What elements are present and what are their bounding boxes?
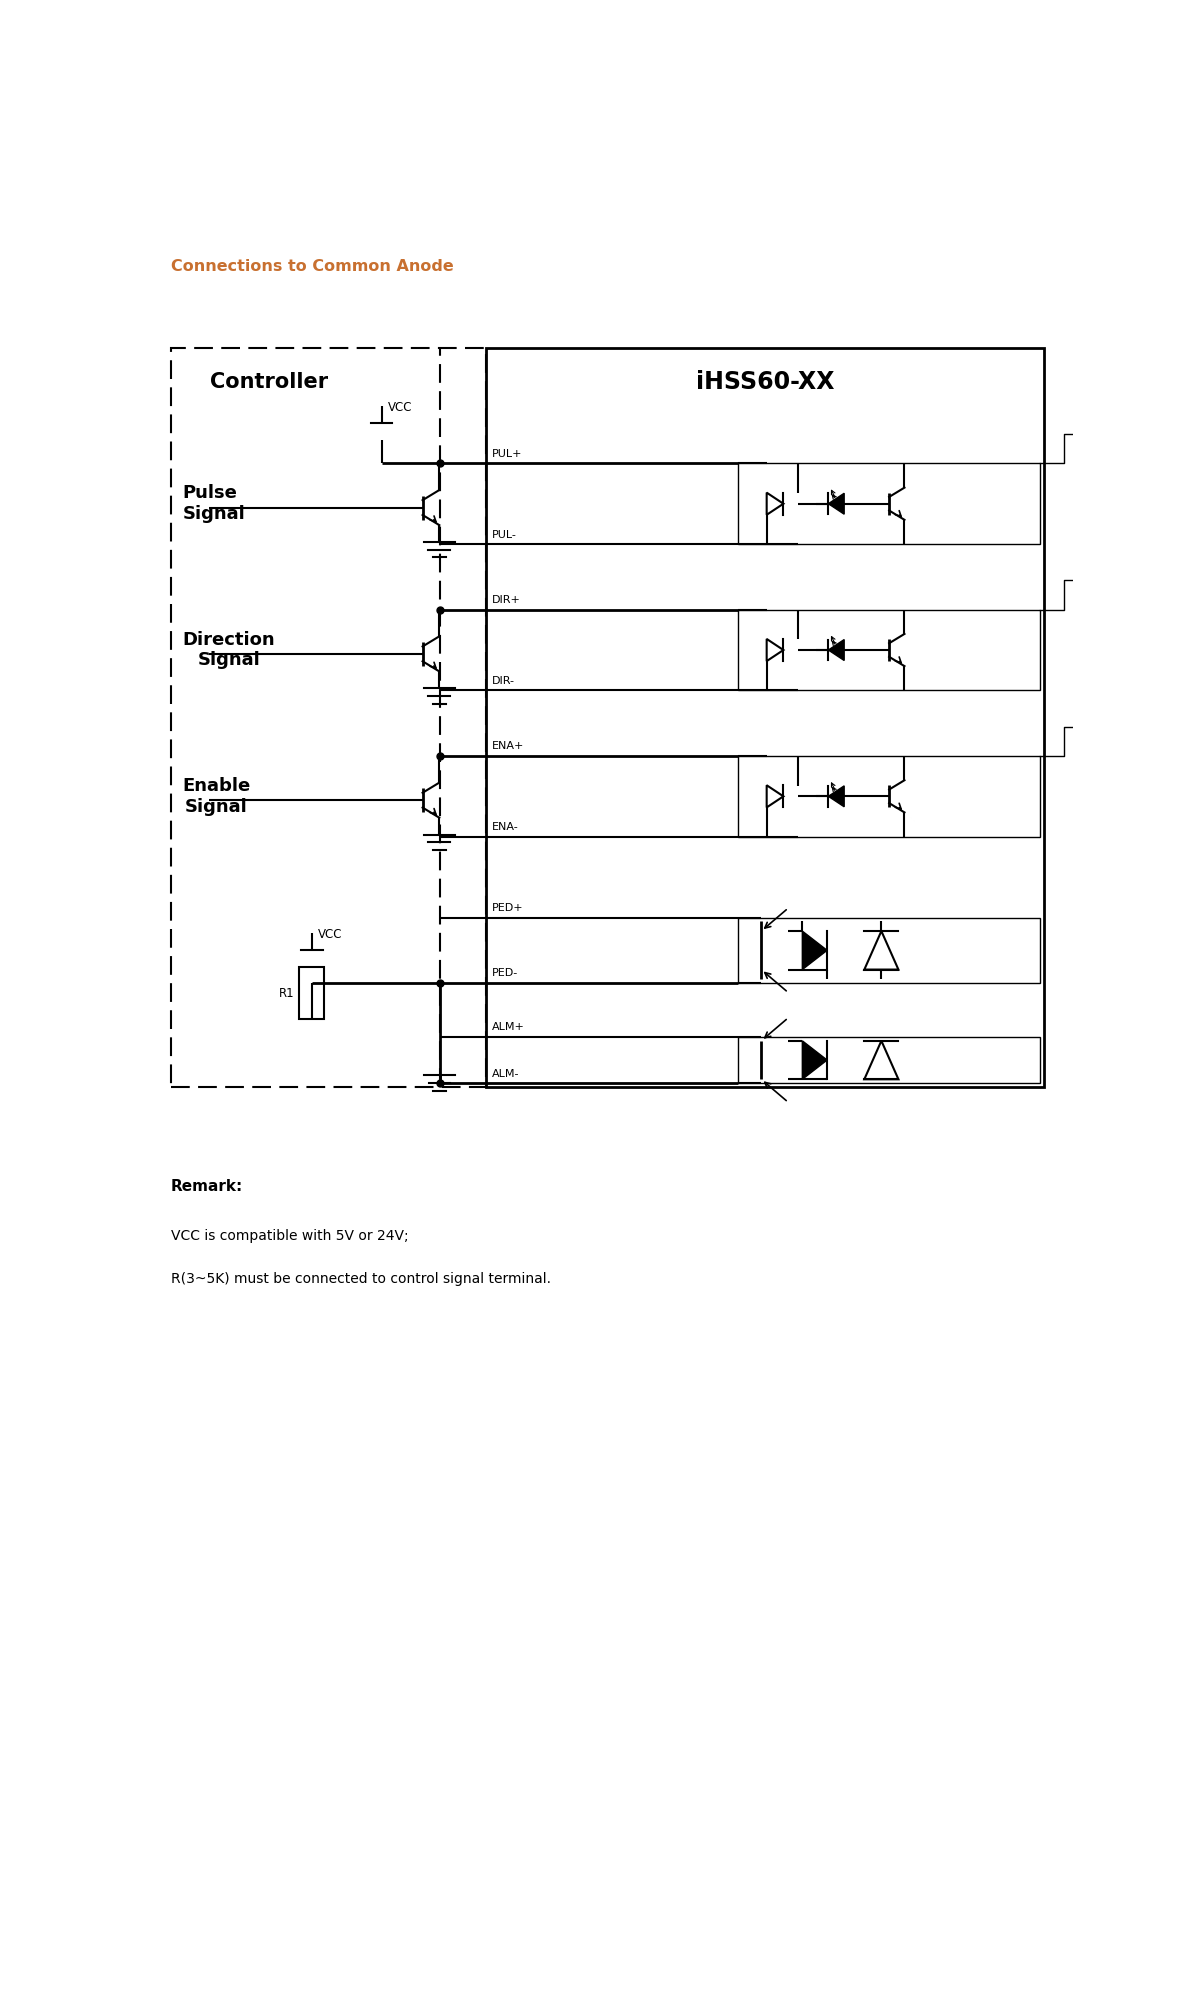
Polygon shape bbox=[802, 932, 827, 970]
Text: ENA-: ENA- bbox=[492, 822, 519, 832]
Polygon shape bbox=[828, 494, 844, 514]
Text: iHSS60-XX: iHSS60-XX bbox=[696, 370, 834, 394]
Text: Enable
Signal: Enable Signal bbox=[182, 776, 250, 816]
Polygon shape bbox=[299, 966, 324, 1020]
Text: R1: R1 bbox=[279, 986, 294, 1000]
Text: ALM+: ALM+ bbox=[492, 1022, 526, 1032]
Text: Direction
Signal: Direction Signal bbox=[182, 630, 275, 670]
Text: ALM-: ALM- bbox=[492, 1068, 520, 1078]
Text: VCC: VCC bbox=[318, 928, 342, 940]
Text: DIR+: DIR+ bbox=[492, 594, 521, 604]
Text: Connections to Common Anode: Connections to Common Anode bbox=[170, 260, 453, 274]
Text: Remark:: Remark: bbox=[170, 1180, 243, 1194]
Text: VCC is compatible with 5V or 24V;: VCC is compatible with 5V or 24V; bbox=[170, 1230, 409, 1244]
Text: PED+: PED+ bbox=[492, 902, 524, 912]
Text: ENA+: ENA+ bbox=[492, 742, 524, 752]
Polygon shape bbox=[828, 786, 844, 806]
Polygon shape bbox=[802, 1040, 827, 1080]
Text: PUL-: PUL- bbox=[492, 530, 517, 540]
Text: Controller: Controller bbox=[210, 372, 328, 392]
Text: VCC: VCC bbox=[387, 402, 412, 414]
Text: DIR-: DIR- bbox=[492, 676, 515, 686]
Text: PED-: PED- bbox=[492, 968, 519, 978]
Polygon shape bbox=[828, 640, 844, 660]
Text: R(3~5K) must be connected to control signal terminal.: R(3~5K) must be connected to control sig… bbox=[170, 1272, 551, 1286]
Text: Pulse
Signal: Pulse Signal bbox=[182, 484, 246, 524]
Text: PUL+: PUL+ bbox=[492, 448, 523, 458]
